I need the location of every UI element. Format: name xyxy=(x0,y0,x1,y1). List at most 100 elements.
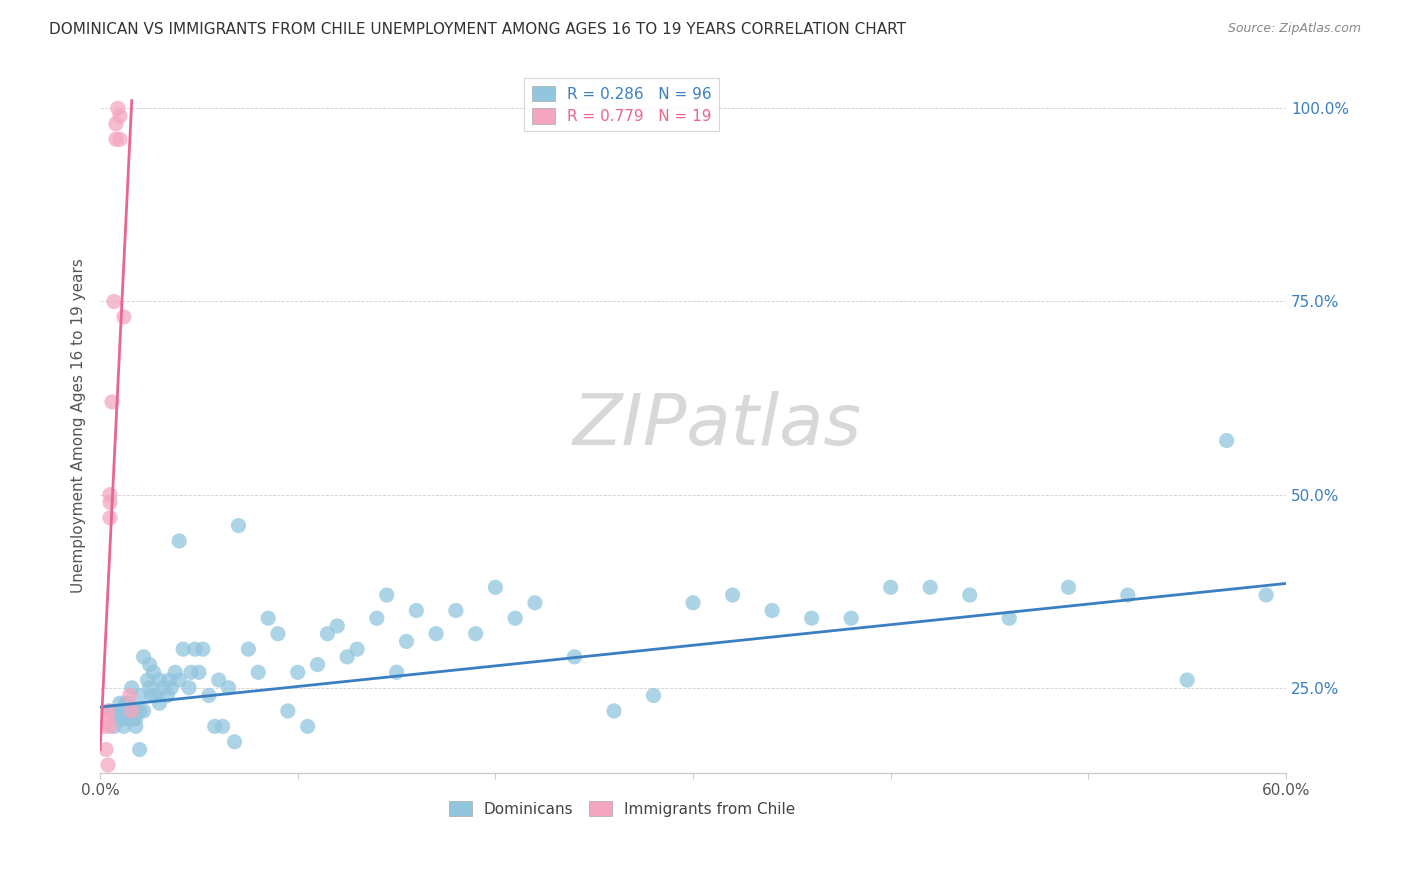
Point xyxy=(148,673,170,687)
Point xyxy=(167,533,190,548)
Point xyxy=(316,626,339,640)
Point xyxy=(152,681,174,695)
Point xyxy=(800,611,823,625)
Point xyxy=(138,681,160,695)
Point xyxy=(142,665,165,680)
Point xyxy=(228,518,250,533)
Point xyxy=(104,132,127,146)
Point xyxy=(180,665,202,680)
Text: ZIPatlas: ZIPatlas xyxy=(572,391,862,459)
Point xyxy=(297,719,319,733)
Point xyxy=(187,665,209,680)
Point xyxy=(132,704,155,718)
Point xyxy=(103,294,125,309)
Point xyxy=(385,665,408,680)
Point xyxy=(484,580,506,594)
Point xyxy=(1215,434,1237,448)
Point xyxy=(959,588,981,602)
Point xyxy=(761,603,783,617)
Point xyxy=(208,673,231,687)
Point xyxy=(128,742,150,756)
Point xyxy=(204,719,226,733)
Point xyxy=(920,580,942,594)
Point xyxy=(97,712,120,726)
Point xyxy=(165,665,187,680)
Point xyxy=(98,488,121,502)
Point xyxy=(879,580,901,594)
Point xyxy=(138,657,160,672)
Point xyxy=(224,735,246,749)
Point xyxy=(307,657,329,672)
Point xyxy=(104,712,127,726)
Point xyxy=(112,310,135,324)
Point xyxy=(98,704,121,718)
Point xyxy=(238,642,260,657)
Point xyxy=(128,689,150,703)
Point xyxy=(118,704,141,718)
Point xyxy=(503,611,526,625)
Point xyxy=(464,626,486,640)
Point xyxy=(643,689,665,703)
Point xyxy=(128,704,150,718)
Point xyxy=(839,611,862,625)
Point xyxy=(277,704,299,718)
Point xyxy=(287,665,309,680)
Point xyxy=(336,649,359,664)
Point xyxy=(125,712,148,726)
Point xyxy=(93,719,115,733)
Point xyxy=(108,704,131,718)
Point xyxy=(177,681,200,695)
Text: DOMINICAN VS IMMIGRANTS FROM CHILE UNEMPLOYMENT AMONG AGES 16 TO 19 YEARS CORREL: DOMINICAN VS IMMIGRANTS FROM CHILE UNEMP… xyxy=(49,22,907,37)
Text: Source: ZipAtlas.com: Source: ZipAtlas.com xyxy=(1227,22,1361,36)
Point xyxy=(132,649,155,664)
Point xyxy=(112,704,135,718)
Point xyxy=(156,689,179,703)
Point xyxy=(114,704,136,718)
Y-axis label: Unemployment Among Ages 16 to 19 years: Unemployment Among Ages 16 to 19 years xyxy=(72,258,86,592)
Point xyxy=(564,649,586,664)
Point xyxy=(104,117,127,131)
Point xyxy=(145,689,167,703)
Point xyxy=(172,642,194,657)
Point xyxy=(125,704,148,718)
Point xyxy=(160,681,183,695)
Point xyxy=(108,109,131,123)
Point xyxy=(326,619,349,633)
Point xyxy=(721,588,744,602)
Point xyxy=(257,611,280,625)
Point xyxy=(114,696,136,710)
Point xyxy=(191,642,214,657)
Point xyxy=(198,689,221,703)
Point xyxy=(98,495,121,509)
Point xyxy=(112,712,135,726)
Point xyxy=(108,704,131,718)
Point xyxy=(1256,588,1278,602)
Point xyxy=(122,704,145,718)
Point xyxy=(523,596,546,610)
Legend: Dominicans, Immigrants from Chile: Dominicans, Immigrants from Chile xyxy=(441,793,803,824)
Point xyxy=(122,712,145,726)
Point xyxy=(682,596,704,610)
Point xyxy=(1057,580,1080,594)
Point xyxy=(375,588,398,602)
Point xyxy=(107,101,129,115)
Point xyxy=(117,712,139,726)
Point xyxy=(148,696,170,710)
Point xyxy=(405,603,427,617)
Point xyxy=(117,696,139,710)
Point xyxy=(425,626,447,640)
Point xyxy=(98,510,121,524)
Point xyxy=(108,712,131,726)
Point xyxy=(184,642,207,657)
Point xyxy=(118,689,141,703)
Point xyxy=(103,719,125,733)
Point xyxy=(998,611,1021,625)
Point xyxy=(211,719,233,733)
Point xyxy=(108,132,131,146)
Point xyxy=(267,626,290,640)
Point xyxy=(121,681,143,695)
Point xyxy=(118,712,141,726)
Point xyxy=(108,696,131,710)
Point xyxy=(97,758,120,772)
Point xyxy=(136,673,159,687)
